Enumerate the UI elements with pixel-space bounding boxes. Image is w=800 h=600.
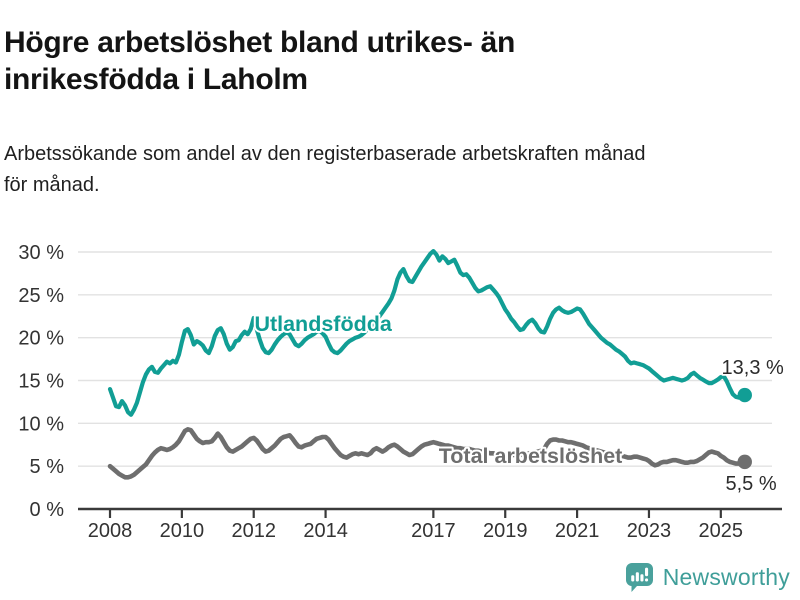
subtitle-line-1: Arbetssökande som andel av den registerb… bbox=[4, 143, 646, 165]
exclamation-dot bbox=[644, 578, 648, 582]
y-tick-label: 30 % bbox=[18, 242, 64, 264]
y-tick-label: 20 % bbox=[18, 328, 64, 350]
series-line-total-arbetsl-shet bbox=[107, 427, 748, 480]
page-title: Högre arbetslöshet bland utrikes- än inri… bbox=[4, 24, 684, 98]
y-tick-label: 10 % bbox=[18, 413, 64, 435]
title-line-1: Högre arbetslöshet bland utrikes- än bbox=[4, 26, 515, 60]
x-tick-label: 2025 bbox=[699, 520, 744, 542]
x-tick-label: 2008 bbox=[88, 520, 133, 542]
y-tick-label: 25 % bbox=[18, 285, 64, 307]
brand-name: Newsworthy bbox=[662, 563, 790, 590]
y-tick-label: 0 % bbox=[30, 499, 65, 521]
newsworthy-logo: Newsworthy bbox=[625, 562, 790, 592]
y-tick-label: 15 % bbox=[18, 370, 64, 392]
series-label-total-arbetsl-shet: Total arbetslöshet bbox=[439, 444, 623, 468]
chart-subtitle: Arbetssökande som andel av den registerb… bbox=[4, 139, 796, 201]
unemployment-line-chart: 0 % 5 % 10 % 15 % 20 % 25 % 30 % 2008 2010 2012 20… bbox=[18, 242, 785, 542]
x-tick-label: 2017 bbox=[411, 520, 456, 542]
x-tick-label: 2021 bbox=[555, 520, 600, 542]
series-end-dot bbox=[737, 387, 752, 403]
exclamation-bar bbox=[644, 567, 648, 577]
x-tick-label: 2012 bbox=[231, 520, 276, 542]
series-line-utlandsf-dda bbox=[107, 249, 747, 417]
series-end-value-label: 5,5 % bbox=[725, 473, 776, 495]
x-tick-label: 2023 bbox=[627, 520, 672, 542]
bar-chart-glyph bbox=[630, 567, 648, 582]
series-end-value-label: 13,3 % bbox=[722, 357, 784, 379]
x-tick-label: 2014 bbox=[303, 520, 348, 542]
speech-bubble-shape bbox=[625, 563, 653, 592]
series-end-dot bbox=[737, 454, 752, 470]
title-line-2: inrikesfödda i Laholm bbox=[4, 63, 308, 97]
chart-area: 0 % 5 % 10 % 15 % 20 % 25 % 30 % 2008 2010 2012 20… bbox=[0, 230, 800, 600]
series-label-utlandsf-dda: Utlandsfödda bbox=[254, 312, 392, 336]
newsworthy-logo-icon bbox=[625, 563, 653, 592]
y-tick-label: 5 % bbox=[30, 456, 65, 478]
subtitle-line-2: för månad. bbox=[4, 174, 100, 196]
x-tick-label: 2010 bbox=[160, 520, 205, 542]
x-tick-label: 2019 bbox=[483, 520, 528, 542]
